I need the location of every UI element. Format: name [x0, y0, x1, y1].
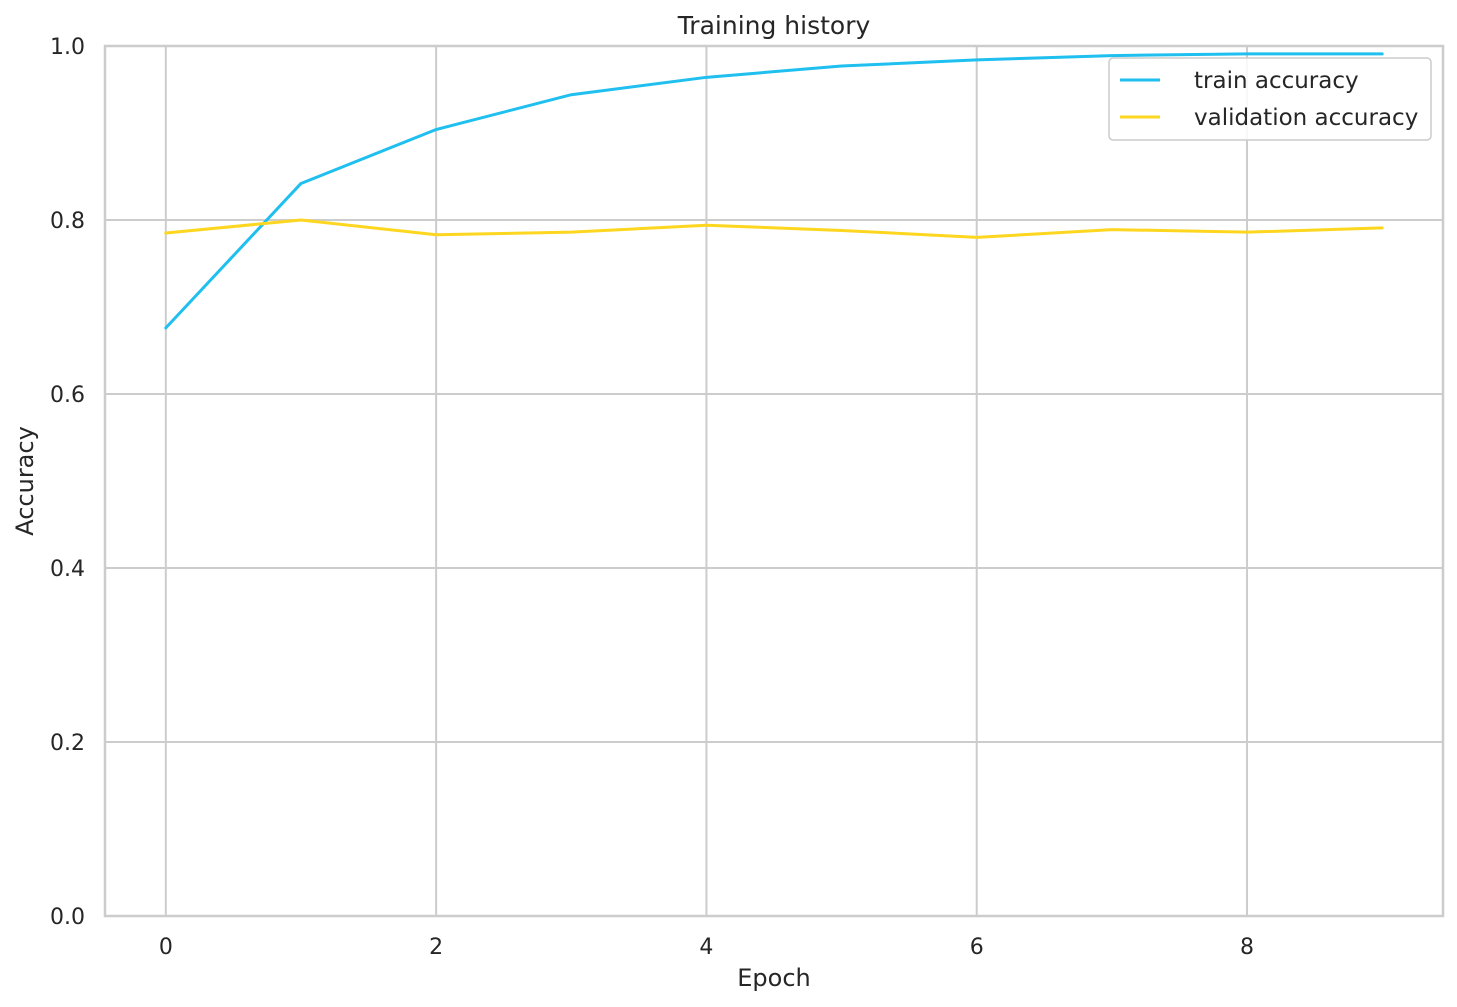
y-tick-labels: 0.0 0.2 0.4 0.6 0.8 1.0	[50, 35, 85, 930]
chart-title: Training history	[677, 11, 871, 40]
validation-accuracy-line	[164, 218, 1384, 239]
legend-box	[1108, 57, 1432, 141]
y-tick-label: 0.4	[50, 557, 85, 582]
series-train-accuracy	[164, 52, 1384, 330]
x-tick-label: 8	[1240, 935, 1254, 960]
legend: train accuracy validation accuracy	[1108, 57, 1432, 141]
y-tick-label: 0.2	[50, 731, 85, 756]
y-tick-label: 0.8	[50, 209, 85, 234]
grid	[105, 45, 1443, 917]
legend-entries: train accuracy validation accuracy	[1120, 68, 1418, 131]
x-tick-labels: 0 2 4 6 8	[159, 935, 1254, 960]
legend-label: train accuracy	[1194, 68, 1359, 94]
x-tick-label: 0	[159, 935, 173, 960]
y-tick-label: 0.0	[50, 905, 85, 930]
legend-entry-train-accuracy: train accuracy	[1120, 68, 1359, 94]
legend-label: validation accuracy	[1194, 105, 1418, 131]
train-accuracy-line	[164, 52, 1384, 330]
y-tick-label: 0.6	[50, 383, 85, 408]
series-validation-accuracy	[164, 218, 1384, 239]
x-axis-label: Epoch	[737, 964, 811, 992]
x-tick-label: 2	[429, 935, 443, 960]
x-tick-label: 6	[970, 935, 984, 960]
y-tick-label: 1.0	[50, 35, 85, 60]
series-layer	[164, 52, 1384, 330]
plot-frame	[103, 44, 1445, 918]
legend-entry-validation-accuracy: validation accuracy	[1120, 105, 1418, 131]
x-tick-label: 4	[699, 935, 713, 960]
y-axis-label: Accuracy	[11, 426, 39, 536]
